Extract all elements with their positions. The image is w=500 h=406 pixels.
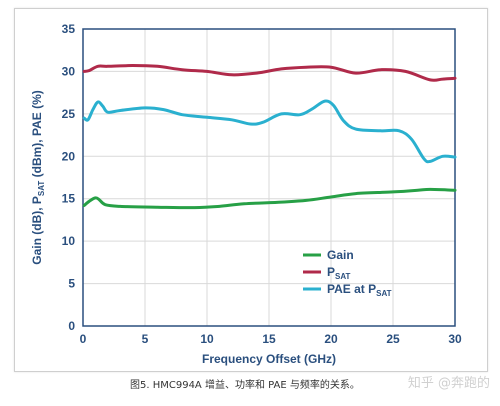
watermark: 知乎 @奔跑的 (407, 376, 490, 391)
x-tick-label: 15 (262, 332, 276, 346)
x-tick-label: 25 (386, 332, 400, 346)
grid (82, 28, 456, 327)
y-tick-label: 20 (62, 149, 76, 163)
y-tick-label: 25 (62, 107, 76, 121)
x-tick-label: 5 (142, 332, 149, 346)
x-tick-label: 20 (324, 332, 338, 346)
y-tick-label: 30 (62, 64, 76, 78)
series-line-gain (82, 187, 457, 210)
legend-label-p-sat: PSAT (327, 265, 351, 281)
series-line-pae-at-p-sat (82, 99, 457, 164)
plot-frame (82, 28, 456, 327)
x-tick-label: 0 (80, 332, 87, 346)
series-group (82, 64, 457, 210)
x-tick-label: 30 (448, 332, 462, 346)
y-tick-label: 5 (68, 277, 75, 291)
legend-label-gain: Gain (327, 248, 354, 262)
legend-label-pae-at-p-sat: PAE at PSAT (327, 282, 392, 298)
y-tick-label: 35 (62, 22, 76, 36)
y-tick-label: 15 (62, 192, 76, 206)
series-line-p-sat (82, 64, 457, 82)
x-tick-label: 10 (200, 332, 214, 346)
y-tick-labels: 0 5 10 15 20 25 30 35 (62, 22, 76, 333)
x-tick-labels: 0 5 10 15 20 25 30 (80, 332, 462, 346)
chart-panel: 0 5 10 15 20 25 30 0 5 10 15 20 25 30 35 Frequency Of… (14, 8, 488, 372)
y-tick-label: 0 (68, 319, 75, 333)
chart: 0 5 10 15 20 25 30 0 5 10 15 20 25 30 35 Frequency Of… (30, 22, 462, 366)
figure-caption: 图5. HMC994A 增益、功率和 PAE 与频率的关系。 (130, 380, 360, 391)
y-axis-title: Gain (dB), PSAT (dBm), PAE (%) (30, 90, 46, 265)
y-tick-label: 10 (62, 234, 76, 248)
x-axis-title: Frequency Offset (GHz) (202, 352, 336, 366)
